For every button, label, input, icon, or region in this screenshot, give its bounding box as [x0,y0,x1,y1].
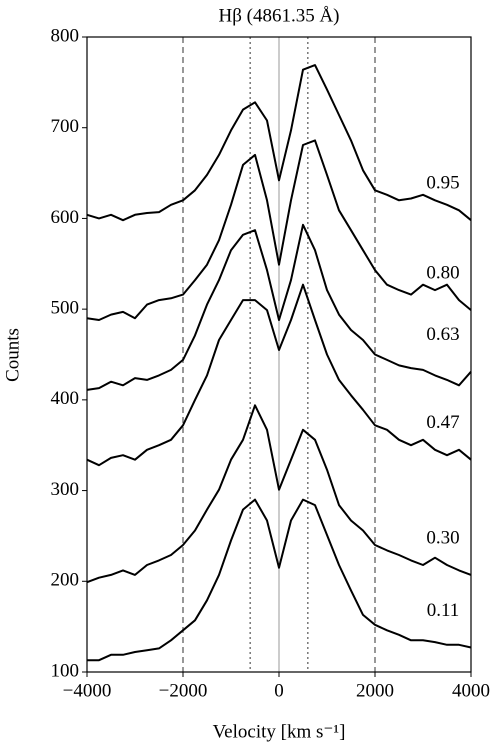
x-tick-label: 2000 [356,680,394,701]
y-tick-label: 600 [51,207,80,228]
y-tick-label: 500 [51,298,80,319]
spectrum-line [86,404,472,584]
spectrum-line [86,283,472,467]
y-tick-label: 700 [51,116,80,137]
x-tick-label: −4000 [63,680,112,701]
y-tick-label: 100 [51,660,80,681]
x-axis-label: Velocity [km s⁻¹] [213,721,346,742]
plot-frame [86,36,472,673]
y-tick-label: 800 [51,25,80,46]
spectrum-line [86,139,472,321]
y-axis-label: Counts [2,328,23,382]
chart-title: Hβ (4861.35 Å) [218,5,339,26]
spectrum-line [86,223,472,391]
x-tick-label: −2000 [159,680,208,701]
series-label: 0.95 [426,173,459,194]
x-tick-label: 4000 [452,680,490,701]
series-label: 0.11 [427,600,460,621]
x-tick-label: 0 [274,680,284,701]
spectrum-line [86,64,472,222]
y-tick-label: 300 [51,479,80,500]
series-label: 0.63 [426,324,459,345]
series-label: 0.47 [426,412,459,433]
y-tick-label: 400 [51,388,80,409]
series-label: 0.80 [426,262,459,283]
spectrum-line [87,498,472,662]
y-tick-label: 200 [51,570,80,591]
series-label: 0.30 [426,527,459,548]
